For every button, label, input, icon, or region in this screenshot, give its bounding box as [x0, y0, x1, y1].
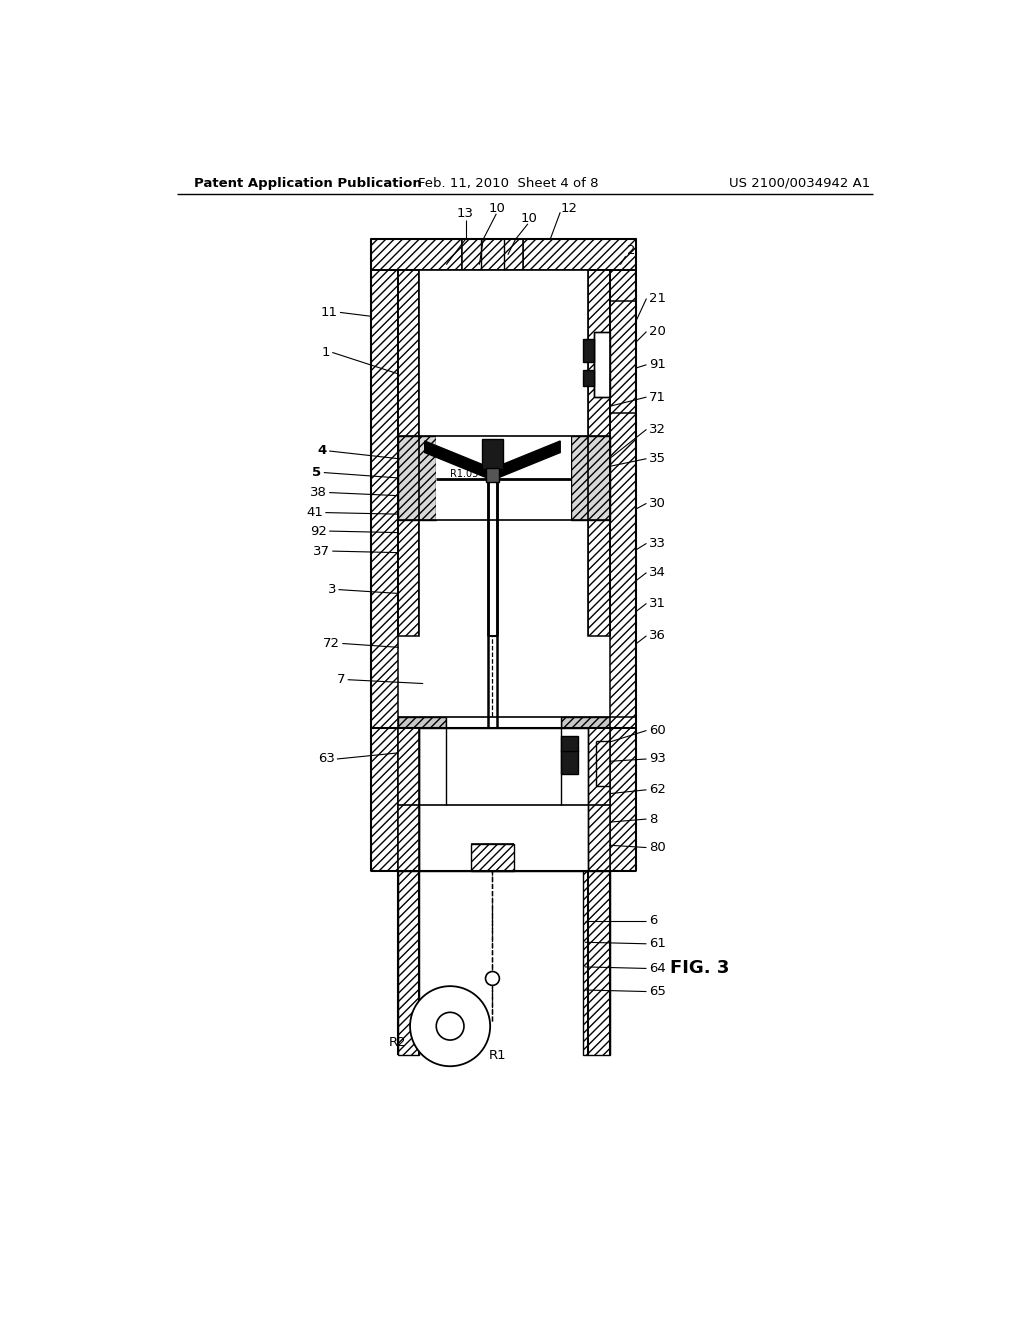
Text: 36: 36 — [649, 630, 666, 643]
Bar — [481, 440, 503, 469]
Bar — [446, 717, 561, 805]
Text: R1.05: R1.05 — [451, 469, 478, 479]
Text: 21: 21 — [649, 292, 666, 305]
Text: 92: 92 — [310, 524, 327, 537]
Text: 10: 10 — [520, 213, 537, 224]
Text: 1: 1 — [322, 346, 330, 359]
Bar — [583, 871, 609, 1056]
Text: 38: 38 — [310, 486, 327, 499]
Bar — [571, 436, 609, 520]
Bar — [397, 271, 419, 636]
Text: 80: 80 — [649, 841, 666, 854]
Circle shape — [436, 1012, 464, 1040]
Bar — [397, 729, 419, 871]
Text: 65: 65 — [649, 985, 666, 998]
Text: 62: 62 — [649, 783, 666, 796]
Circle shape — [485, 972, 500, 985]
Bar — [397, 871, 419, 1056]
Text: 13: 13 — [457, 207, 474, 220]
Bar — [609, 729, 637, 871]
Text: 4: 4 — [317, 445, 327, 458]
Text: 6: 6 — [649, 915, 657, 927]
Text: 11: 11 — [321, 306, 338, 319]
Bar — [561, 717, 609, 805]
Bar — [397, 717, 446, 805]
Bar — [596, 742, 609, 785]
Bar — [588, 271, 609, 636]
Bar — [583, 339, 594, 363]
Text: 33: 33 — [649, 537, 666, 550]
Bar — [594, 331, 609, 397]
Bar — [609, 301, 637, 412]
Text: 72: 72 — [323, 638, 340, 649]
Bar — [609, 271, 637, 729]
Text: 37: 37 — [313, 545, 330, 557]
Text: 5: 5 — [312, 466, 322, 479]
Text: 3: 3 — [328, 583, 336, 597]
Bar — [419, 729, 588, 871]
Text: 7: 7 — [337, 673, 345, 686]
Text: 63: 63 — [317, 752, 335, 766]
Text: 61: 61 — [649, 937, 666, 950]
Text: 32: 32 — [649, 422, 666, 436]
Bar — [419, 271, 588, 636]
Text: 2: 2 — [627, 244, 635, 257]
Text: FIG. 3: FIG. 3 — [670, 960, 729, 977]
Text: 10: 10 — [488, 202, 506, 215]
Text: 93: 93 — [649, 752, 666, 766]
Text: 60: 60 — [649, 723, 666, 737]
Bar — [523, 239, 637, 271]
Text: 31: 31 — [649, 597, 666, 610]
Bar — [588, 729, 609, 871]
Circle shape — [410, 986, 490, 1067]
Polygon shape — [425, 441, 490, 479]
Text: US 2100/0034942 A1: US 2100/0034942 A1 — [728, 177, 869, 190]
Text: 20: 20 — [649, 325, 666, 338]
Text: 64: 64 — [649, 962, 666, 975]
Text: 41: 41 — [306, 506, 323, 519]
Text: 35: 35 — [649, 453, 666, 465]
Text: R2: R2 — [388, 1036, 407, 1049]
Bar — [371, 239, 637, 271]
Text: 30: 30 — [649, 496, 666, 510]
Bar — [371, 239, 462, 271]
Text: 8: 8 — [649, 813, 657, 825]
Bar — [371, 729, 397, 871]
Bar — [371, 271, 397, 729]
Bar — [561, 750, 578, 775]
Bar — [471, 843, 514, 871]
Polygon shape — [494, 441, 560, 479]
Text: 34: 34 — [649, 566, 666, 579]
Bar — [609, 717, 637, 805]
Text: 71: 71 — [649, 391, 666, 404]
Bar — [397, 436, 436, 520]
Bar — [486, 469, 499, 482]
Bar — [462, 239, 523, 271]
Text: 91: 91 — [649, 358, 666, 371]
Text: 12: 12 — [560, 202, 578, 215]
Bar — [583, 370, 594, 385]
Text: Feb. 11, 2010  Sheet 4 of 8: Feb. 11, 2010 Sheet 4 of 8 — [418, 177, 598, 190]
Text: Patent Application Publication: Patent Application Publication — [194, 177, 422, 190]
Bar — [561, 737, 578, 751]
Text: R1: R1 — [488, 1049, 506, 1063]
Bar — [436, 436, 571, 520]
